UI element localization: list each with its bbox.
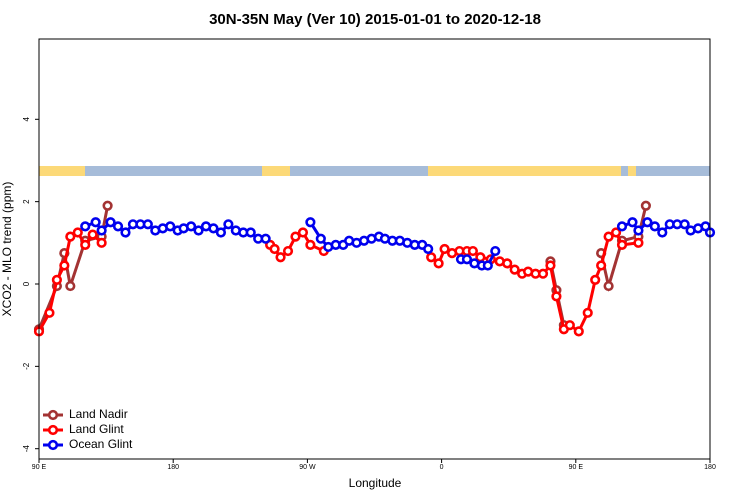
point [582, 307, 593, 318]
point [260, 233, 271, 244]
point [467, 245, 479, 257]
point [590, 274, 601, 285]
point [679, 219, 690, 230]
point [90, 217, 101, 228]
point [657, 227, 668, 238]
y-tick-label: 2 [22, 199, 31, 204]
point [223, 219, 234, 230]
point [51, 274, 62, 285]
point [616, 221, 628, 232]
point [215, 227, 227, 238]
legend-label: Ocean Glint [69, 437, 133, 451]
point [80, 221, 91, 232]
point [426, 252, 437, 263]
point [633, 237, 644, 248]
point [185, 221, 197, 232]
point [551, 291, 562, 302]
y-tick-label: -2 [22, 362, 31, 370]
point [603, 231, 614, 242]
x-tick-label: 180 [704, 464, 716, 471]
point [96, 237, 107, 248]
x-tick-label: 90 E [32, 464, 47, 471]
point [545, 260, 556, 271]
point [502, 258, 513, 269]
point [633, 225, 644, 236]
x-tick-label: 180 [167, 464, 179, 471]
x-tick-label: 0 [440, 464, 444, 471]
point [640, 200, 651, 211]
y-tick-label: -4 [22, 445, 31, 453]
point [44, 307, 55, 318]
legend-marker [47, 424, 59, 436]
plot-frame [38, 38, 711, 460]
point [439, 243, 450, 255]
point [165, 221, 176, 232]
point [87, 229, 98, 240]
point [72, 227, 83, 238]
x-axis-label: Longitude [349, 476, 402, 490]
point [245, 227, 256, 238]
point [482, 260, 493, 271]
point [120, 227, 131, 238]
point [423, 243, 434, 255]
point [112, 221, 124, 232]
point [193, 225, 204, 236]
point [65, 231, 76, 242]
legend-marker [47, 439, 59, 451]
x-tick-label: 90 E [569, 464, 584, 471]
y-tick-label: 0 [22, 281, 31, 286]
point [596, 260, 607, 271]
point [305, 217, 316, 228]
legend-label: Land Glint [69, 422, 124, 436]
point [537, 268, 549, 279]
point [305, 239, 316, 250]
point [297, 227, 309, 238]
land-ocean-strip [39, 166, 710, 176]
point [275, 252, 286, 263]
legend-label: Land Nadir [69, 407, 128, 421]
point [96, 225, 107, 236]
point [603, 280, 614, 292]
point [461, 254, 473, 265]
point [573, 326, 584, 337]
point [490, 245, 501, 257]
point [105, 217, 116, 228]
point [65, 280, 76, 292]
point [642, 217, 653, 228]
point [616, 239, 628, 250]
point [649, 221, 660, 232]
point [290, 231, 301, 242]
point [315, 233, 326, 244]
point [610, 227, 622, 238]
chart-title: 30N-35N May (Ver 10) 2015-01-01 to 2020-… [209, 11, 541, 28]
point [269, 243, 280, 255]
x-tick-label: 90 W [299, 464, 316, 471]
point [208, 223, 219, 234]
legend-marker [47, 409, 59, 421]
point [80, 239, 91, 250]
point [102, 200, 113, 211]
y-tick-label: 4 [22, 117, 31, 122]
point [433, 258, 444, 269]
point [142, 219, 153, 230]
y-axis-label: XCO2 - MLO trend (ppm) [0, 182, 14, 317]
point [564, 320, 575, 331]
point [627, 217, 638, 228]
point [282, 245, 294, 257]
point [59, 260, 70, 271]
point [509, 264, 520, 275]
